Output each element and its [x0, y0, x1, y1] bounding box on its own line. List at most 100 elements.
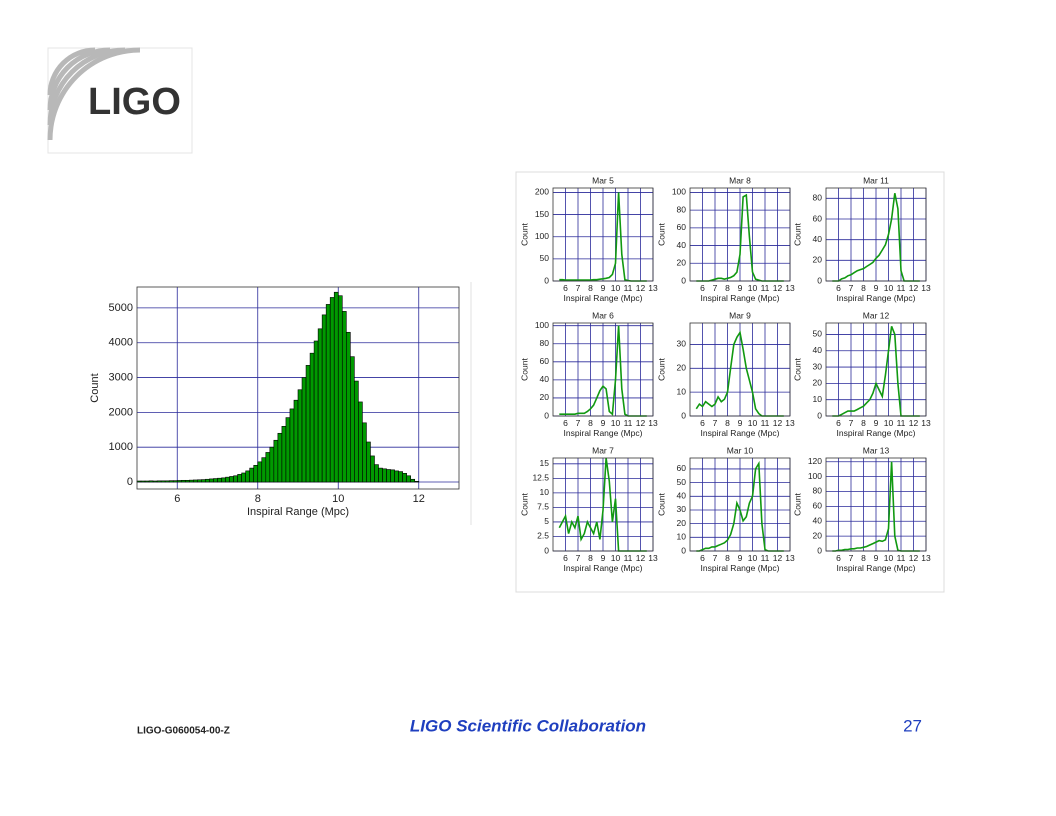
- y-tick-label: 80: [813, 193, 823, 203]
- y-tick-label: 50: [813, 329, 823, 339]
- x-tick-label: 10: [748, 553, 758, 563]
- chart-title: Mar 9: [729, 310, 751, 320]
- plot-frame: [552, 322, 654, 417]
- bar: [398, 471, 403, 483]
- x-tick-label: 7: [576, 418, 581, 428]
- doc-id: LIGO-G060054-00-Z: [137, 726, 230, 737]
- plot-frame: [825, 322, 927, 417]
- x-tick-label: 12: [773, 283, 783, 293]
- chart-title: Mar 12: [863, 310, 890, 320]
- y-tick-label: 60: [813, 501, 823, 511]
- x-tick-label: 7: [713, 418, 718, 428]
- y-tick-label: 20: [813, 255, 823, 265]
- bar: [189, 479, 194, 483]
- bar: [193, 479, 198, 483]
- x-tick-label: 8: [861, 418, 866, 428]
- logo-arcs: [47, 47, 141, 141]
- chart-title: Mar 10: [727, 445, 754, 455]
- x-tick-label: 10: [332, 493, 344, 505]
- bar: [277, 432, 283, 483]
- bar: [265, 452, 271, 483]
- x-tick-label: 6: [563, 553, 568, 563]
- y-tick-label: 40: [813, 515, 823, 525]
- x-axis-label: Inspiral Range (Mpc): [701, 563, 780, 573]
- logo: LIGO: [47, 47, 193, 154]
- y-tick-label: 60: [677, 222, 687, 232]
- y-tick-label: 60: [540, 356, 550, 366]
- y-tick-label: 4000: [109, 337, 133, 349]
- x-tick-label: 13: [921, 553, 931, 563]
- x-tick-label: 9: [874, 553, 879, 563]
- bar: [382, 468, 387, 483]
- plot-frame: [136, 286, 460, 490]
- x-tick-label: 7: [849, 418, 854, 428]
- x-tick-label: 6: [836, 283, 841, 293]
- y-tick-label: 20: [677, 363, 687, 373]
- y-tick-label: 0: [544, 410, 549, 420]
- x-tick-label: 6: [174, 493, 180, 505]
- x-tick-label: 11: [761, 283, 770, 293]
- bar: [289, 408, 295, 483]
- y-axis-label: Count: [792, 223, 802, 246]
- bar: [180, 479, 186, 483]
- y-axis-label: Count: [519, 493, 529, 516]
- y-tick-label: 0: [817, 275, 822, 285]
- x-tick-label: 8: [861, 283, 866, 293]
- bar: [285, 417, 291, 483]
- x-axis-label: Inspiral Range (Mpc): [564, 563, 643, 573]
- x-tick-label: 9: [874, 283, 879, 293]
- y-tick-label: 1000: [109, 441, 133, 453]
- y-tick-label: 0: [544, 275, 549, 285]
- x-tick-label: 11: [761, 553, 770, 563]
- y-tick-label: 0: [127, 476, 133, 488]
- bar: [354, 380, 359, 483]
- y-tick-label: 30: [677, 339, 687, 349]
- x-tick-label: 7: [713, 553, 718, 563]
- y-tick-label: 20: [813, 378, 823, 388]
- x-tick-label: 6: [836, 418, 841, 428]
- y-tick-label: 80: [540, 338, 550, 348]
- x-axis-label: Inspiral Range (Mpc): [564, 428, 643, 438]
- x-tick-label: 10: [884, 283, 894, 293]
- bar: [345, 331, 351, 483]
- x-tick-label: 11: [624, 418, 633, 428]
- x-tick-label: 11: [897, 283, 906, 293]
- y-tick-label: 0: [681, 275, 686, 285]
- bar: [261, 457, 267, 483]
- y-tick-label: 40: [677, 491, 687, 501]
- chart-title: Mar 13: [863, 445, 890, 455]
- bar: [249, 467, 255, 483]
- y-tick-label: 10: [813, 394, 823, 404]
- y-tick-label: 60: [813, 213, 823, 223]
- y-tick-label: 100: [672, 187, 686, 197]
- y-axis-label: Count: [656, 358, 666, 381]
- bar: [333, 291, 339, 483]
- bar: [337, 295, 343, 483]
- x-tick-label: 12: [636, 553, 646, 563]
- x-tick-label: 9: [601, 553, 606, 563]
- bar: [233, 475, 238, 483]
- x-tick-label: 12: [636, 418, 646, 428]
- x-axis-label: Inspiral Range (Mpc): [564, 293, 643, 303]
- y-axis-label: Count: [792, 358, 802, 381]
- bar: [309, 352, 315, 483]
- bar: [273, 439, 279, 483]
- x-tick-label: 11: [761, 418, 770, 428]
- x-tick-label: 11: [624, 553, 633, 563]
- y-tick-label: 60: [677, 463, 687, 473]
- x-tick-label: 13: [785, 553, 795, 563]
- x-tick-label: 10: [611, 283, 621, 293]
- bar: [140, 480, 146, 483]
- y-tick-label: 120: [808, 456, 822, 466]
- bar: [386, 469, 391, 483]
- bar: [325, 304, 331, 483]
- bar: [370, 455, 375, 483]
- y-tick-label: 30: [677, 504, 687, 514]
- y-tick-label: 3000: [109, 371, 133, 383]
- bar: [366, 441, 371, 483]
- plot-frame: [689, 457, 791, 552]
- plot-frame: [825, 187, 927, 282]
- x-tick-label: 12: [413, 493, 425, 505]
- bar: [209, 478, 214, 483]
